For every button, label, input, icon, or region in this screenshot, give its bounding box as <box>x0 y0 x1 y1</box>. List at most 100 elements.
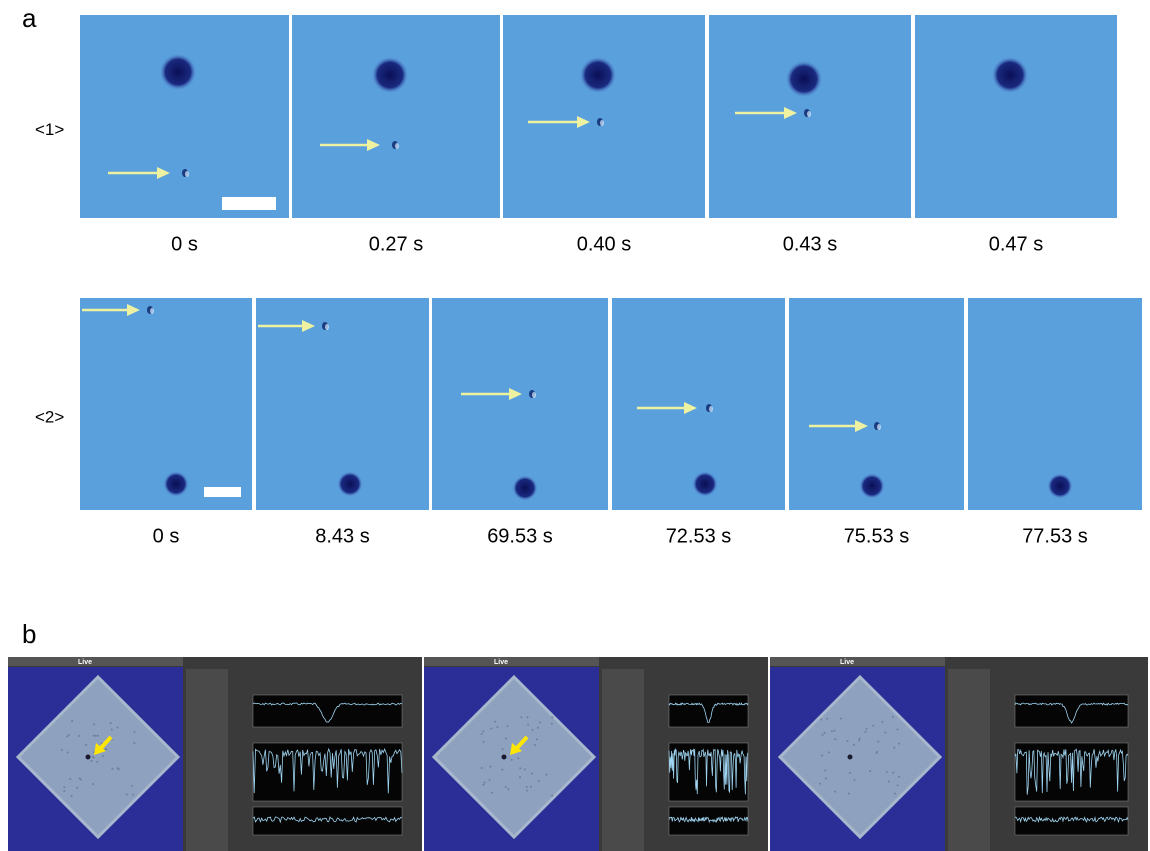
well <box>859 738 861 740</box>
well <box>536 738 538 740</box>
well <box>828 751 830 753</box>
well <box>105 748 107 750</box>
well <box>886 771 888 773</box>
well <box>539 721 541 723</box>
well <box>840 718 842 720</box>
well <box>849 772 851 774</box>
micrograph <box>432 298 608 510</box>
micrograph <box>968 298 1142 510</box>
row-label: <2> <box>35 407 64 426</box>
well <box>131 785 133 787</box>
well <box>117 767 119 769</box>
well <box>881 721 883 723</box>
well <box>519 776 521 778</box>
well <box>526 790 528 792</box>
well <box>484 781 486 783</box>
particle-halo <box>325 324 329 330</box>
well <box>93 735 95 737</box>
well <box>85 744 87 746</box>
well <box>505 786 507 788</box>
well <box>78 735 80 737</box>
sidebar <box>948 669 990 851</box>
bead <box>160 54 196 90</box>
bead <box>337 471 362 496</box>
well <box>71 795 73 797</box>
well <box>822 734 824 736</box>
well <box>482 730 484 732</box>
bead <box>859 473 884 498</box>
title-bar <box>8 657 183 666</box>
particle-halo <box>150 308 154 314</box>
well <box>133 731 135 733</box>
well <box>494 721 496 723</box>
well <box>534 744 536 746</box>
well <box>76 787 78 789</box>
time-label: 0 s <box>153 525 180 547</box>
well <box>501 769 503 771</box>
mode-label: Live <box>840 659 854 666</box>
well <box>102 755 104 757</box>
well <box>505 738 507 740</box>
bead <box>372 57 408 93</box>
particle-halo <box>600 120 604 126</box>
well <box>507 788 509 790</box>
well <box>831 730 833 732</box>
particle-halo <box>877 424 881 430</box>
well <box>826 718 828 720</box>
bead <box>992 57 1028 93</box>
well <box>872 725 874 727</box>
well <box>551 723 553 725</box>
particle-halo <box>185 171 189 177</box>
well <box>491 792 493 794</box>
well <box>888 781 890 783</box>
well <box>111 729 113 731</box>
well <box>67 752 69 754</box>
sidebar <box>602 669 644 851</box>
micrograph-background <box>292 15 500 218</box>
row-label: <1> <box>35 120 64 139</box>
mode-label: Live <box>494 659 508 666</box>
well <box>537 727 539 729</box>
trace-box <box>669 807 748 835</box>
well <box>91 760 93 762</box>
well <box>519 767 521 769</box>
well <box>511 759 513 761</box>
sidebar <box>186 669 228 851</box>
well <box>133 742 135 744</box>
well <box>507 725 509 727</box>
well <box>79 777 81 779</box>
well <box>490 728 492 730</box>
well <box>69 778 71 780</box>
well <box>61 749 63 751</box>
time-label: 0 s <box>171 233 198 255</box>
well <box>66 736 68 738</box>
micrograph-background <box>503 15 705 218</box>
well <box>527 716 529 718</box>
particle-halo <box>395 143 399 149</box>
well <box>898 776 900 778</box>
micrograph <box>709 15 911 218</box>
well <box>896 729 898 731</box>
well <box>520 716 522 718</box>
well <box>853 744 855 746</box>
well <box>538 780 540 782</box>
well <box>481 767 483 769</box>
well <box>853 779 855 781</box>
trace-box <box>1015 807 1128 835</box>
well <box>848 793 850 795</box>
well <box>877 741 879 743</box>
well <box>92 783 94 785</box>
well <box>526 786 528 788</box>
particle-halo <box>532 392 536 398</box>
time-label: 72.53 s <box>666 525 732 547</box>
bead <box>786 61 822 97</box>
well <box>517 757 519 759</box>
well <box>897 784 899 786</box>
micrograph <box>256 298 429 510</box>
well <box>865 728 867 730</box>
bead <box>86 755 91 760</box>
well <box>531 772 533 774</box>
micrograph <box>789 298 964 510</box>
well <box>97 735 99 737</box>
well <box>546 774 548 776</box>
